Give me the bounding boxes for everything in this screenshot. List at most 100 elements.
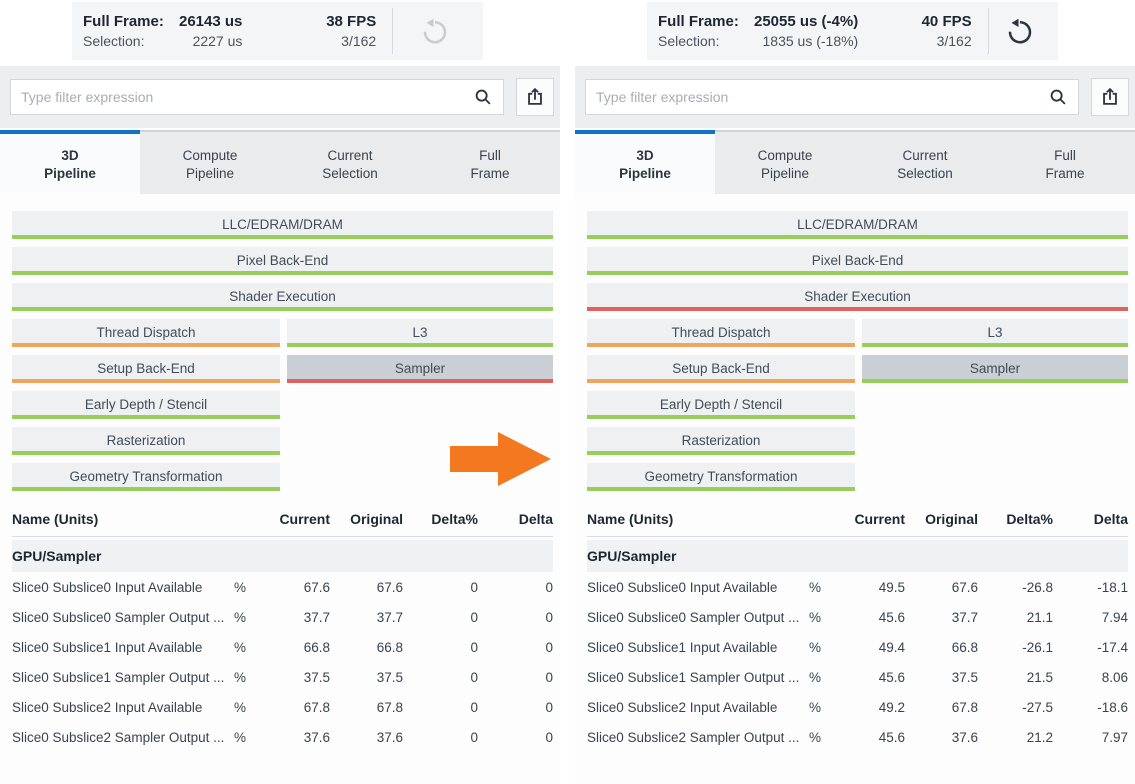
block-shader-execution[interactable]: Shader Execution xyxy=(587,283,1128,311)
metric-current: 49.4 xyxy=(878,639,905,655)
block-pixel-back-end[interactable]: Pixel Back-End xyxy=(587,247,1128,275)
block-early-depth-stencil[interactable]: Early Depth / Stencil xyxy=(12,391,280,419)
block-l3[interactable]: L3 xyxy=(287,319,553,347)
tab-compute-pipeline[interactable]: Compute Pipeline xyxy=(715,130,855,194)
metric-delta-pct: 0 xyxy=(470,699,478,715)
block-rasterization[interactable]: Rasterization xyxy=(12,427,280,455)
table-row[interactable]: Slice0 Subslice0 Sampler Output ... % 37… xyxy=(12,602,553,632)
tab-3d-pipeline[interactable]: 3D Pipeline xyxy=(575,130,715,194)
search-button[interactable] xyxy=(1038,80,1078,114)
col-delta-pct[interactable]: Delta% xyxy=(431,511,478,527)
metric-unit: % xyxy=(234,699,247,715)
block-llc-edram-dram[interactable]: LLC/EDRAM/DRAM xyxy=(587,211,1128,239)
group-row-gpu-sampler[interactable]: GPU/Sampler xyxy=(587,540,1128,572)
metric-name: Slice0 Subslice2 Sampler Output ... xyxy=(12,729,225,745)
col-name[interactable]: Name (Units) xyxy=(12,511,99,527)
metric-delta: 0 xyxy=(545,579,553,595)
block-early-depth-stencil[interactable]: Early Depth / Stencil xyxy=(587,391,855,419)
col-current[interactable]: Current xyxy=(279,511,330,527)
table-row[interactable]: Slice0 Subslice0 Input Available % 67.6 … xyxy=(12,572,553,602)
col-original[interactable]: Original xyxy=(925,511,978,527)
table-row[interactable]: Slice0 Subslice1 Input Available % 49.4 … xyxy=(587,632,1128,662)
col-delta[interactable]: Delta xyxy=(1093,511,1128,527)
metric-original: 67.8 xyxy=(376,699,403,715)
selection-value: 2227 us xyxy=(192,33,243,49)
metric-original: 67.8 xyxy=(951,699,978,715)
metric-delta: 0 xyxy=(545,729,553,745)
reset-button[interactable] xyxy=(393,2,477,60)
table-row[interactable]: Slice0 Subslice2 Sampler Output ... % 37… xyxy=(12,722,553,752)
tab-label: Pipeline xyxy=(760,165,810,181)
table-row[interactable]: Slice0 Subslice1 Input Available % 66.8 … xyxy=(12,632,553,662)
metric-unit: % xyxy=(809,729,822,745)
group-row-gpu-sampler[interactable]: GPU/Sampler xyxy=(12,540,553,572)
table-row[interactable]: Slice0 Subslice2 Sampler Output ... % 45… xyxy=(587,722,1128,752)
reset-button[interactable] xyxy=(989,2,1052,60)
col-delta-pct[interactable]: Delta% xyxy=(1006,511,1053,527)
metric-original: 66.8 xyxy=(376,639,403,655)
right-pipeline-diagram: LLC/EDRAM/DRAM Pixel Back-End Shader Exe… xyxy=(575,194,1135,784)
tab-full-frame[interactable]: Full Frame xyxy=(995,130,1135,194)
metric-unit: % xyxy=(809,609,822,625)
metric-name: Slice0 Subslice0 Input Available xyxy=(587,579,778,595)
table-row[interactable]: Slice0 Subslice2 Input Available % 49.2 … xyxy=(587,692,1128,722)
metric-name: Slice0 Subslice0 Sampler Output ... xyxy=(587,609,800,625)
search-button[interactable] xyxy=(463,80,503,114)
col-original[interactable]: Original xyxy=(350,511,403,527)
tab-current-selection[interactable]: Current Selection xyxy=(280,130,420,194)
left-table-header: Name (Units) Current Original Delta% Del… xyxy=(12,503,553,537)
filter-input[interactable] xyxy=(11,80,463,114)
block-setup-back-end[interactable]: Setup Back-End xyxy=(587,355,855,383)
metric-current: 66.8 xyxy=(303,639,330,655)
tab-label: Compute xyxy=(182,147,238,163)
metric-delta: -17.4 xyxy=(1097,639,1128,655)
tab-label: Compute xyxy=(757,147,813,163)
table-row[interactable]: Slice0 Subslice1 Sampler Output ... % 45… xyxy=(587,662,1128,692)
full-frame-label: Full Frame: xyxy=(658,13,739,30)
export-button[interactable] xyxy=(1091,78,1129,116)
forward-arrow-icon xyxy=(450,432,551,486)
table-row[interactable]: Slice0 Subslice1 Sampler Output ... % 37… xyxy=(12,662,553,692)
metric-delta: -18.1 xyxy=(1097,579,1128,595)
metric-name: Slice0 Subslice0 Input Available xyxy=(12,579,203,595)
fps-value: 40 FPS xyxy=(921,13,972,30)
tab-current-selection[interactable]: Current Selection xyxy=(855,130,995,194)
col-current[interactable]: Current xyxy=(854,511,905,527)
block-geometry-transformation[interactable]: Geometry Transformation xyxy=(12,463,280,491)
metric-name: Slice0 Subslice1 Input Available xyxy=(12,639,203,655)
tab-3d-pipeline[interactable]: 3D Pipeline xyxy=(0,130,140,194)
block-llc-edram-dram[interactable]: LLC/EDRAM/DRAM xyxy=(12,211,553,239)
metric-name: Slice0 Subslice2 Sampler Output ... xyxy=(587,729,800,745)
full-frame-value: 26143 us xyxy=(179,13,243,30)
tab-full-frame[interactable]: Full Frame xyxy=(420,130,560,194)
export-button[interactable] xyxy=(516,78,554,116)
metric-delta-pct: 0 xyxy=(470,669,478,685)
full-frame-label: Full Frame: xyxy=(83,13,164,30)
col-delta[interactable]: Delta xyxy=(518,511,553,527)
col-name[interactable]: Name (Units) xyxy=(587,511,674,527)
export-icon xyxy=(1103,88,1117,105)
block-thread-dispatch[interactable]: Thread Dispatch xyxy=(12,319,280,347)
block-l3[interactable]: L3 xyxy=(862,319,1128,347)
block-sampler[interactable]: Sampler xyxy=(287,355,553,383)
right-tabbar: 3D Pipeline Compute Pipeline Current Sel… xyxy=(575,128,1135,194)
block-thread-dispatch[interactable]: Thread Dispatch xyxy=(587,319,855,347)
search-icon xyxy=(1050,89,1066,105)
filter-box xyxy=(585,79,1079,115)
filter-input[interactable] xyxy=(586,80,1038,114)
block-setup-back-end[interactable]: Setup Back-End xyxy=(12,355,280,383)
metric-delta: 0 xyxy=(545,699,553,715)
block-shader-execution[interactable]: Shader Execution xyxy=(12,283,553,311)
table-row[interactable]: Slice0 Subslice0 Sampler Output ... % 45… xyxy=(587,602,1128,632)
block-geometry-transformation[interactable]: Geometry Transformation xyxy=(587,463,855,491)
table-row[interactable]: Slice0 Subslice2 Input Available % 67.8 … xyxy=(12,692,553,722)
metric-original: 67.6 xyxy=(951,579,978,595)
left-tabbar: 3D Pipeline Compute Pipeline Current Sel… xyxy=(0,128,560,194)
table-row[interactable]: Slice0 Subslice0 Input Available % 49.5 … xyxy=(587,572,1128,602)
block-rasterization[interactable]: Rasterization xyxy=(587,427,855,455)
metric-current: 37.5 xyxy=(303,669,330,685)
metric-original: 37.6 xyxy=(376,729,403,745)
block-sampler[interactable]: Sampler xyxy=(862,355,1128,383)
block-pixel-back-end[interactable]: Pixel Back-End xyxy=(12,247,553,275)
tab-compute-pipeline[interactable]: Compute Pipeline xyxy=(140,130,280,194)
